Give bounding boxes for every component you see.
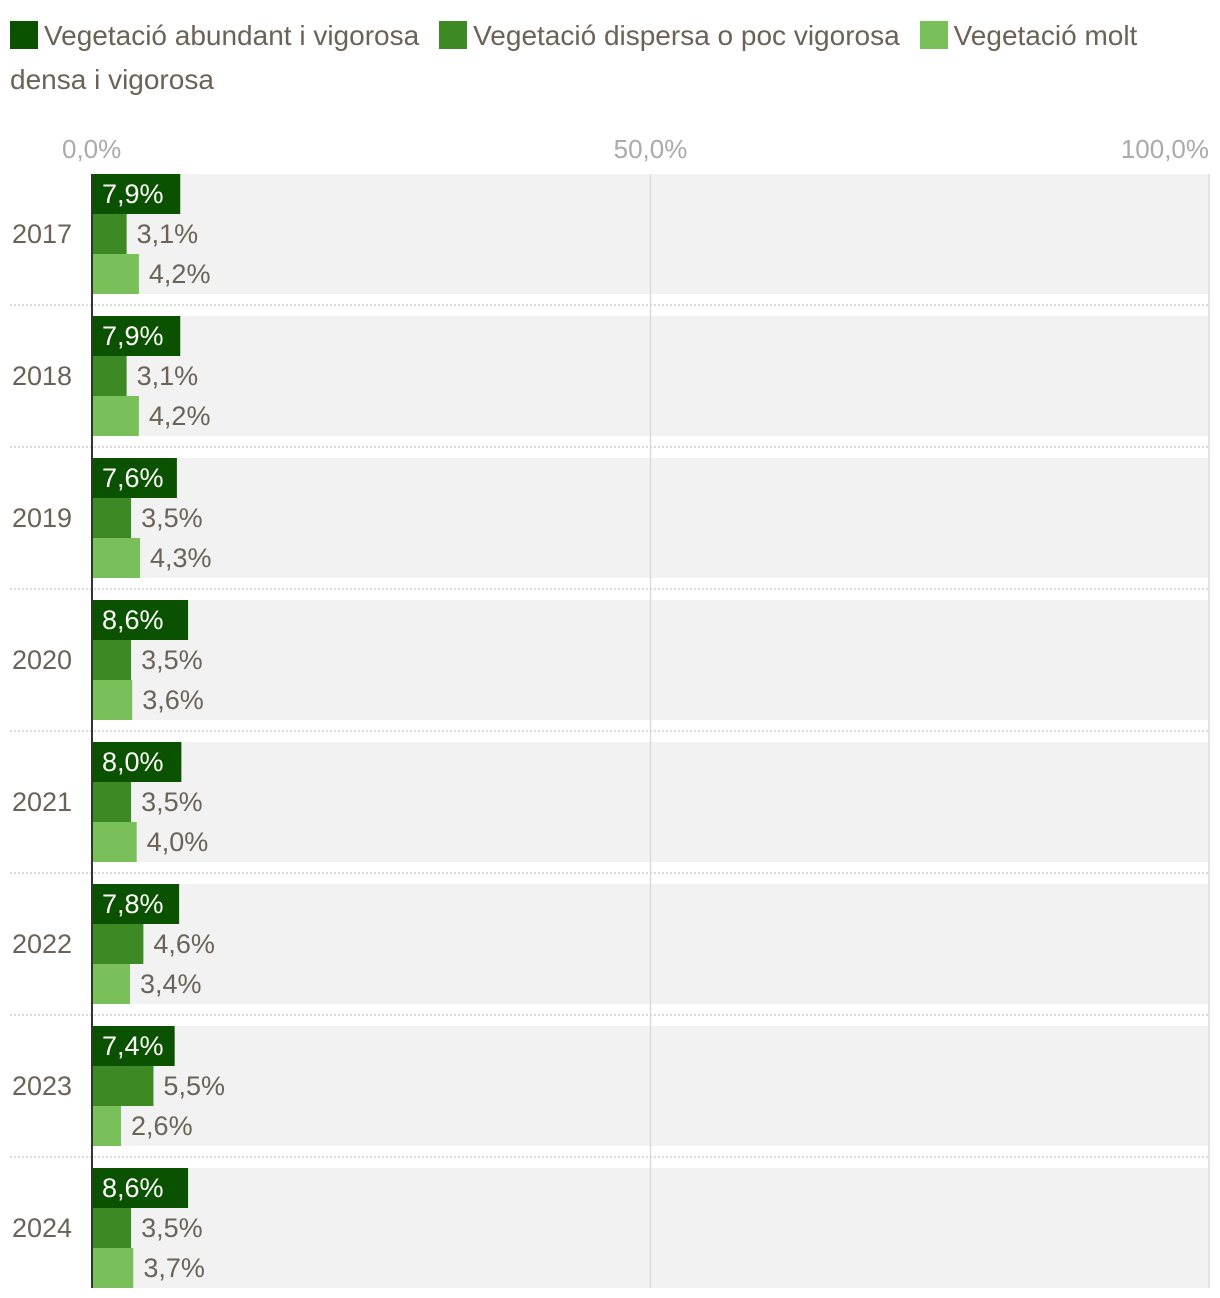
value-label: 3,5% bbox=[141, 645, 203, 675]
value-label: 4,0% bbox=[147, 827, 209, 857]
year-label: 2019 bbox=[12, 503, 72, 533]
value-label: 5,5% bbox=[163, 1071, 225, 1101]
year-label: 2021 bbox=[12, 787, 72, 817]
legend-item: Vegetació dispersa o poc vigorosa bbox=[439, 20, 900, 51]
value-label: 3,1% bbox=[137, 219, 199, 249]
value-label: 3,1% bbox=[137, 361, 199, 391]
bar bbox=[92, 538, 141, 578]
value-label: 3,4% bbox=[140, 969, 202, 999]
bar bbox=[92, 964, 130, 1004]
legend-swatch bbox=[919, 21, 948, 49]
bar bbox=[92, 822, 137, 862]
year-label: 2024 bbox=[12, 1213, 72, 1243]
year-label: 2023 bbox=[12, 1071, 72, 1101]
value-label: 8,6% bbox=[102, 1173, 164, 1203]
x-tick-label: 0,0% bbox=[62, 134, 121, 164]
legend-label: Vegetació dispersa o poc vigorosa bbox=[473, 20, 900, 51]
year-label: 2018 bbox=[12, 361, 72, 391]
value-label: 4,3% bbox=[150, 543, 212, 573]
value-label: 3,7% bbox=[143, 1253, 205, 1283]
bar bbox=[92, 1066, 154, 1106]
bar bbox=[92, 924, 144, 964]
bar bbox=[92, 1248, 134, 1288]
value-label: 3,6% bbox=[142, 685, 204, 715]
year-label: 2020 bbox=[12, 645, 72, 675]
x-tick-label: 100,0% bbox=[1121, 134, 1209, 164]
year-label: 2017 bbox=[12, 219, 72, 249]
bar bbox=[92, 498, 132, 538]
legend-swatch bbox=[439, 21, 468, 49]
bar bbox=[92, 1026, 175, 1066]
value-label: 7,8% bbox=[102, 889, 164, 919]
bar bbox=[92, 316, 181, 356]
value-label: 7,6% bbox=[102, 463, 164, 493]
bar bbox=[92, 884, 180, 924]
value-label: 4,2% bbox=[149, 259, 211, 289]
value-label: 3,5% bbox=[141, 503, 203, 533]
value-label: 3,5% bbox=[141, 1213, 203, 1243]
value-label: 8,6% bbox=[102, 605, 164, 635]
bar bbox=[92, 254, 139, 294]
legend-label: Vegetació molt densa i vigorosa bbox=[10, 20, 1138, 95]
bar bbox=[92, 782, 132, 822]
legend-item: Vegetació abundant i vigorosa bbox=[10, 20, 419, 51]
bar bbox=[92, 742, 182, 782]
bar bbox=[92, 458, 177, 498]
value-label: 7,9% bbox=[102, 321, 164, 351]
bar bbox=[92, 1208, 132, 1248]
bar bbox=[92, 174, 181, 214]
value-label: 4,6% bbox=[153, 929, 215, 959]
bar bbox=[92, 214, 127, 254]
legend-item: Vegetació molt densa i vigorosa bbox=[10, 20, 1137, 95]
year-label: 2022 bbox=[12, 929, 72, 959]
bar bbox=[92, 396, 139, 436]
value-label: 8,0% bbox=[102, 747, 164, 777]
value-label: 4,2% bbox=[149, 401, 211, 431]
bar bbox=[92, 1106, 122, 1146]
bar bbox=[92, 1168, 189, 1208]
x-tick-label: 50,0% bbox=[614, 134, 688, 164]
bar bbox=[92, 600, 189, 640]
legend: Vegetació abundant i vigorosa Vegetació d… bbox=[10, 14, 1210, 102]
value-label: 7,9% bbox=[102, 179, 164, 209]
legend-label: Vegetació abundant i vigorosa bbox=[44, 20, 420, 51]
value-label: 7,4% bbox=[102, 1031, 164, 1061]
bar bbox=[92, 680, 133, 720]
bar bbox=[92, 640, 132, 680]
bar bbox=[92, 356, 127, 396]
value-label: 2,6% bbox=[131, 1111, 193, 1141]
value-label: 3,5% bbox=[141, 787, 203, 817]
legend-swatch bbox=[10, 21, 38, 49]
